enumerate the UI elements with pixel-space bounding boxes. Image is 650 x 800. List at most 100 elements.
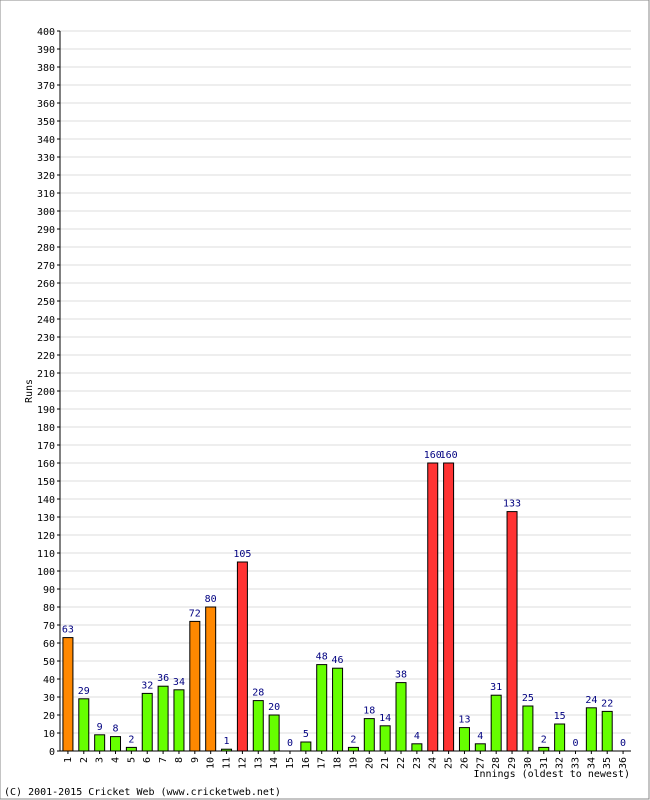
y-tick-label: 130 — [37, 513, 55, 524]
y-tick-label: 370 — [37, 81, 55, 92]
grid-lines — [60, 30, 631, 734]
bar — [268, 714, 280, 752]
y-tick-label: 360 — [37, 99, 55, 110]
x-tick-label: 16 — [301, 757, 312, 769]
x-tick-label: 12 — [237, 757, 248, 769]
bar — [395, 682, 407, 752]
bar — [62, 637, 74, 752]
x-tick-label: 2 — [79, 757, 90, 763]
y-tick-label: 180 — [37, 423, 55, 434]
bar — [506, 511, 518, 752]
y-tick-label: 290 — [37, 225, 55, 236]
y-tick-label: 20 — [43, 711, 55, 722]
x-tick-label: 17 — [317, 757, 328, 769]
bar — [316, 664, 328, 752]
bar — [141, 692, 153, 752]
x-tick-label: 18 — [333, 757, 344, 769]
data-label: 0 — [620, 738, 626, 749]
bar — [347, 746, 359, 752]
bars — [62, 462, 613, 752]
bar — [474, 743, 486, 752]
x-tick-label: 28 — [491, 757, 502, 769]
bar — [78, 698, 90, 752]
x-tick-label: 5 — [126, 757, 137, 763]
x-tick-label: 29 — [507, 757, 518, 769]
y-tick-label: 110 — [37, 549, 55, 560]
copyright-footer: (C) 2001-2015 Cricket Web (www.cricketwe… — [4, 787, 281, 798]
y-tick-label: 170 — [37, 441, 55, 452]
data-label: 31 — [490, 682, 502, 693]
bar — [443, 462, 455, 752]
x-tick-label: 10 — [206, 757, 217, 769]
data-label: 105 — [233, 549, 251, 560]
data-label: 2 — [350, 734, 356, 745]
y-tick-label: 50 — [43, 657, 55, 668]
y-tick-label: 90 — [43, 585, 55, 596]
bar — [490, 694, 502, 752]
x-tick-label: 26 — [459, 757, 470, 769]
y-tick-label: 10 — [43, 729, 55, 740]
y-axis-label: Runs — [24, 379, 35, 403]
y-tick-label: 100 — [37, 567, 55, 578]
data-label: 0 — [287, 738, 293, 749]
bar — [94, 734, 106, 752]
data-label: 15 — [554, 711, 566, 722]
data-label: 18 — [363, 706, 375, 717]
y-tick-label: 80 — [43, 603, 55, 614]
bar — [125, 746, 137, 752]
y-tick-label: 340 — [37, 135, 55, 146]
data-label: 29 — [78, 686, 90, 697]
x-tick-label: 19 — [348, 757, 359, 769]
data-label: 80 — [205, 594, 217, 605]
x-tick-label: 23 — [412, 757, 423, 769]
bar — [110, 736, 122, 752]
data-label: 13 — [458, 715, 470, 726]
x-tick-label: 8 — [174, 757, 185, 763]
data-label: 2 — [128, 734, 134, 745]
x-axis-label: Innings (oldest to newest) — [473, 769, 630, 780]
bar — [522, 705, 534, 752]
x-tick-label: 4 — [111, 757, 122, 763]
x-tick-label: 13 — [253, 757, 264, 769]
bar — [458, 727, 470, 752]
y-tick-label: 140 — [37, 495, 55, 506]
y-tick-label: 30 — [43, 693, 55, 704]
bar — [157, 685, 169, 752]
y-tick-label: 320 — [37, 171, 55, 182]
y-tick-label: 350 — [37, 117, 55, 128]
y-tick-label: 160 — [37, 459, 55, 470]
x-tick-label: 14 — [269, 757, 280, 769]
x-tick-label: 22 — [396, 757, 407, 769]
y-tick-label: 120 — [37, 531, 55, 542]
data-label: 36 — [157, 673, 169, 684]
y-tick-label: 400 — [37, 27, 55, 38]
y-axis-ticks: 0 10 20 30 40 50 60 70 80 90 100 110 120 130 140 150 160… — [37, 27, 60, 758]
y-tick-label: 380 — [37, 63, 55, 74]
bar — [332, 667, 344, 752]
bar — [379, 725, 391, 752]
bar — [205, 606, 217, 752]
data-label: 48 — [316, 652, 328, 663]
data-label: 2 — [541, 734, 547, 745]
data-label: 5 — [303, 729, 309, 740]
y-tick-label: 240 — [37, 315, 55, 326]
y-tick-label: 260 — [37, 279, 55, 290]
y-tick-label: 70 — [43, 621, 55, 632]
data-label: 4 — [414, 731, 420, 742]
data-label: 46 — [332, 655, 344, 666]
x-tick-label: 3 — [95, 757, 106, 763]
data-label: 72 — [189, 608, 201, 619]
data-label: 20 — [268, 702, 280, 713]
y-tick-label: 210 — [37, 369, 55, 380]
data-label: 28 — [252, 688, 264, 699]
bar — [601, 710, 613, 752]
bar — [363, 718, 375, 752]
bar — [236, 561, 248, 752]
y-tick-label: 230 — [37, 333, 55, 344]
x-tick-label: 21 — [380, 757, 391, 769]
y-tick-label: 250 — [37, 297, 55, 308]
data-label: 32 — [141, 680, 153, 691]
x-tick-label: 34 — [586, 757, 597, 769]
x-tick-label: 32 — [555, 757, 566, 769]
y-tick-label: 300 — [37, 207, 55, 218]
